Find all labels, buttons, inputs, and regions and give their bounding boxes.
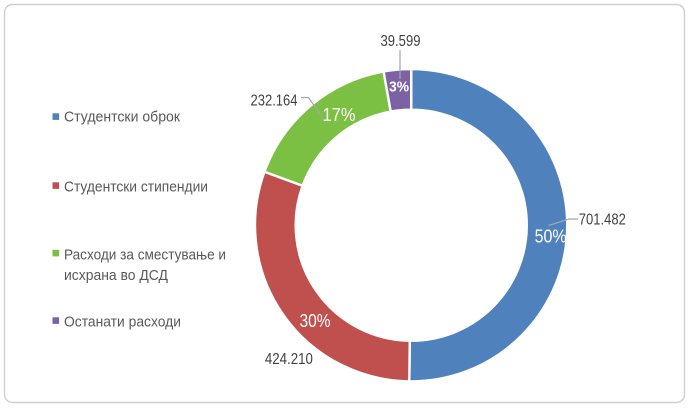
svg-text:424.210: 424.210	[265, 351, 313, 368]
svg-text:Студентски оброк: Студентски оброк	[64, 109, 180, 126]
svg-text:Студентски стипендии: Студентски стипендии	[64, 179, 208, 196]
svg-text:39.599: 39.599	[381, 33, 421, 50]
svg-text:17%: 17%	[323, 104, 356, 125]
svg-text:232.164: 232.164	[251, 92, 298, 109]
svg-text:исхрана во ДСД: исхрана во ДСД	[64, 267, 168, 284]
svg-text:30%: 30%	[300, 310, 331, 331]
svg-text:3%: 3%	[389, 79, 409, 95]
svg-text:50%: 50%	[535, 226, 567, 247]
svg-text:Останати расходи: Останати расходи	[64, 314, 181, 331]
svg-text:Расходи за сместување и: Расходи за сместување и	[64, 247, 226, 264]
svg-text:701.482: 701.482	[579, 212, 626, 229]
